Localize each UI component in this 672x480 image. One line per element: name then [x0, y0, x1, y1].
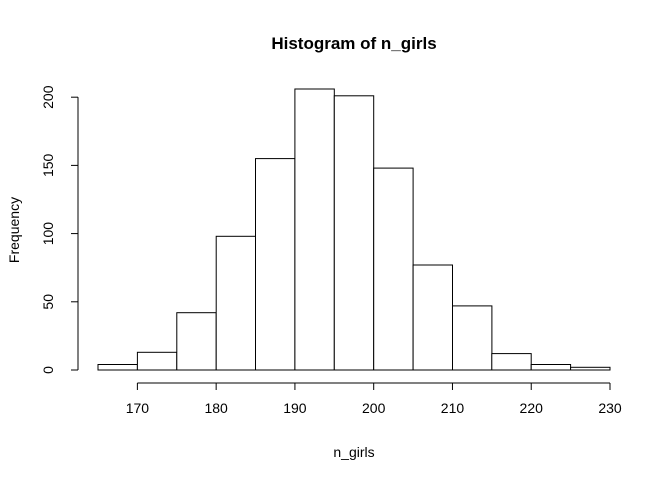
x-tick-label: 180 [204, 400, 228, 416]
bars-group [97, 88, 611, 371]
y-tick-label: 150 [40, 153, 56, 177]
histogram-bar [97, 364, 138, 371]
x-tick-label: 210 [441, 400, 465, 416]
x-tick-label: 200 [362, 400, 386, 416]
histogram-bar [530, 364, 572, 371]
histogram-bar [176, 312, 217, 371]
histogram-bar [294, 88, 335, 371]
histogram-bar [491, 353, 532, 371]
x-tick-label: 170 [126, 400, 150, 416]
histogram-bar [215, 235, 257, 371]
histogram-bar [255, 158, 296, 371]
x-tick-label: 190 [283, 400, 307, 416]
y-tick-label: 100 [40, 222, 56, 246]
x-axis-label: n_girls [333, 444, 374, 460]
x-axis: 170 180 190 200 210 220 230 [126, 382, 622, 416]
histogram-bar [412, 264, 454, 371]
histogram-bar [136, 351, 178, 371]
histogram-bar [452, 305, 493, 371]
y-axis-label: Frequency [6, 197, 22, 263]
histogram-bar [570, 366, 611, 371]
y-tick-label: 200 [40, 85, 56, 109]
x-tick-label: 220 [520, 400, 544, 416]
x-tick-label: 230 [598, 400, 622, 416]
histogram-bar [333, 95, 375, 371]
y-axis: 0 50 100 150 200 [40, 85, 79, 374]
chart-title: Histogram of n_girls [271, 34, 436, 53]
histogram-bar [373, 167, 414, 371]
y-tick-label: 50 [40, 294, 56, 310]
y-tick-label: 0 [40, 366, 56, 374]
